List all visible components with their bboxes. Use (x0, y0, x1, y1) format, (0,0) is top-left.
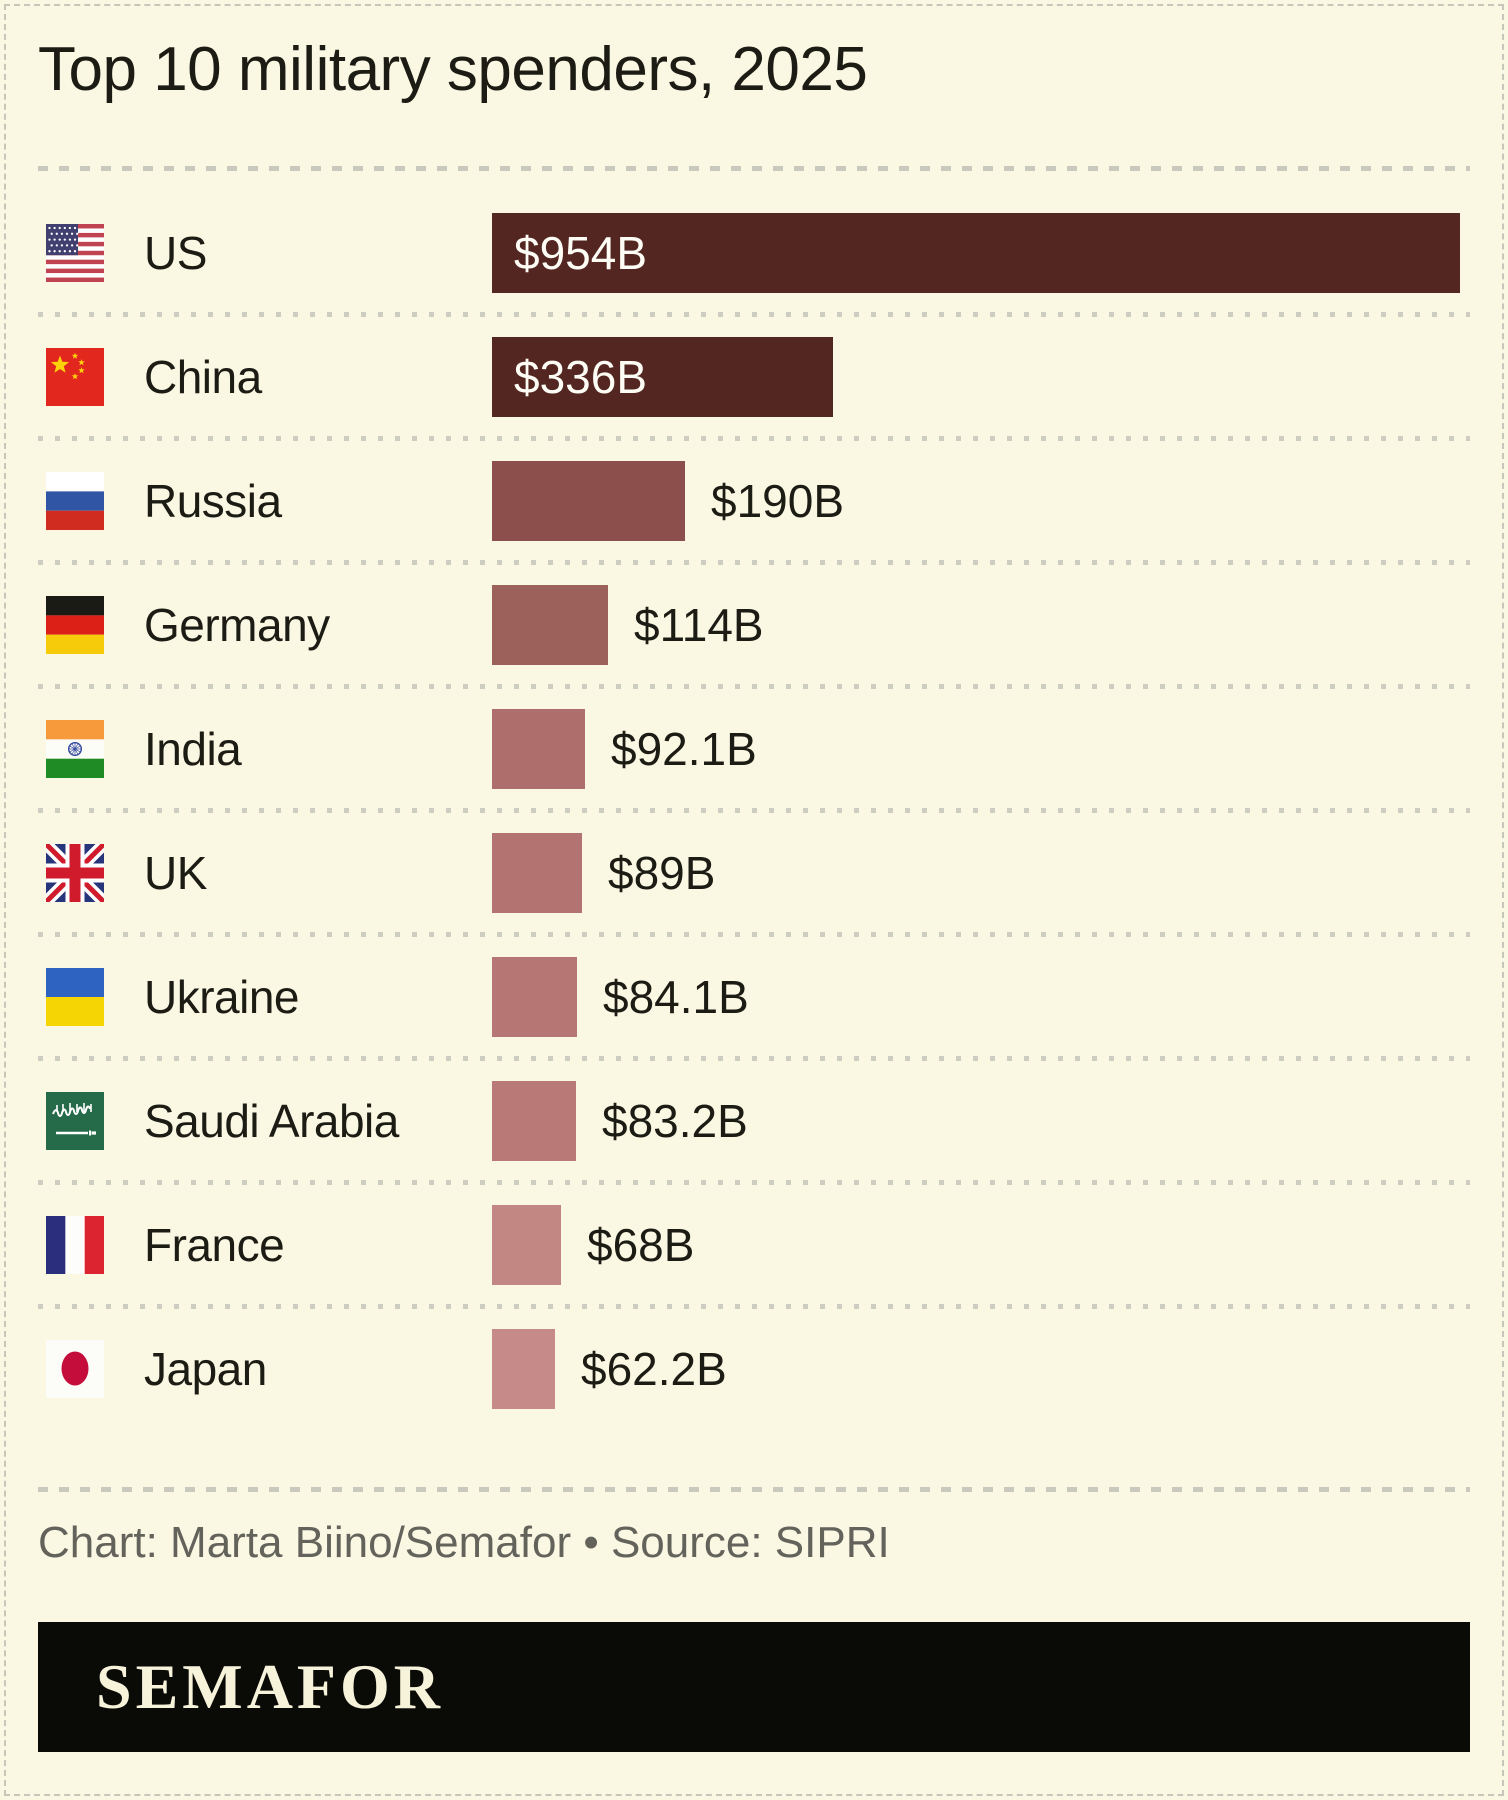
spending-bar (492, 709, 585, 790)
russia-flag-icon (46, 472, 104, 531)
value-label: $62.2B (581, 1343, 727, 1396)
country-label: US (144, 227, 207, 280)
spending-bar (492, 1081, 576, 1162)
spending-bar (492, 833, 582, 914)
value-label: $336B (514, 351, 648, 404)
chart-row: China $336B (38, 315, 1470, 442)
top-divider (38, 166, 1470, 172)
chart-row: UK $89B (38, 811, 1470, 938)
chart-row: India $92.1B (38, 687, 1470, 814)
spending-bar (492, 213, 1460, 294)
chart-row: Germany $114B (38, 563, 1470, 690)
chart-row: Russia $190B (38, 439, 1470, 566)
germany-flag-icon (46, 596, 104, 655)
japan-flag-icon (46, 1340, 104, 1399)
india-flag-icon (46, 720, 104, 779)
country-label: China (144, 351, 262, 404)
value-label: $89B (608, 847, 716, 900)
ukraine-flag-icon (46, 968, 104, 1027)
logo-bar: SEMAFOR (38, 1621, 1470, 1752)
country-label: Germany (144, 599, 330, 652)
spending-bar (492, 1329, 555, 1410)
value-label: $68B (587, 1219, 695, 1272)
country-label: UK (144, 847, 207, 900)
value-label: $83.2B (602, 1095, 748, 1148)
spending-bar (492, 585, 608, 666)
chart-row: Ukraine $84.1B (38, 935, 1470, 1062)
uk-flag-icon (46, 844, 104, 903)
china-flag-icon (46, 348, 104, 407)
country-label: Russia (144, 475, 282, 528)
chart-row: Japan $62.2B (38, 1307, 1470, 1431)
value-label: $114B (634, 599, 764, 652)
chart-row: France $68B (38, 1183, 1470, 1310)
credit-line: Chart: Marta Biino/Semafor • Source: SIP… (38, 1518, 890, 1568)
country-label: France (144, 1219, 285, 1272)
chart-row: US $954B (38, 191, 1470, 318)
chart-title: Top 10 military spenders, 2025 (38, 35, 868, 104)
spending-bar (492, 1205, 561, 1286)
value-label: $92.1B (611, 723, 757, 776)
country-label: India (144, 723, 242, 776)
country-label: Saudi Arabia (144, 1095, 399, 1148)
semafor-logo: SEMAFOR (96, 1650, 444, 1722)
bar-chart: US $954B China $336B Russia $190B German… (0, 171, 1508, 1431)
country-label: Japan (144, 1343, 267, 1396)
spending-bar (492, 957, 577, 1038)
value-label: $954B (514, 227, 648, 280)
country-label: Ukraine (144, 971, 300, 1024)
france-flag-icon (46, 1216, 104, 1275)
value-label: $84.1B (603, 971, 749, 1024)
chart-row: Saudi Arabia $83.2B (38, 1059, 1470, 1186)
spending-bar (492, 337, 833, 418)
saudi-flag-icon (46, 1092, 104, 1151)
value-label: $190B (711, 475, 845, 528)
spending-bar (492, 461, 685, 542)
bottom-divider (38, 1487, 1470, 1493)
us-flag-icon (46, 224, 104, 283)
